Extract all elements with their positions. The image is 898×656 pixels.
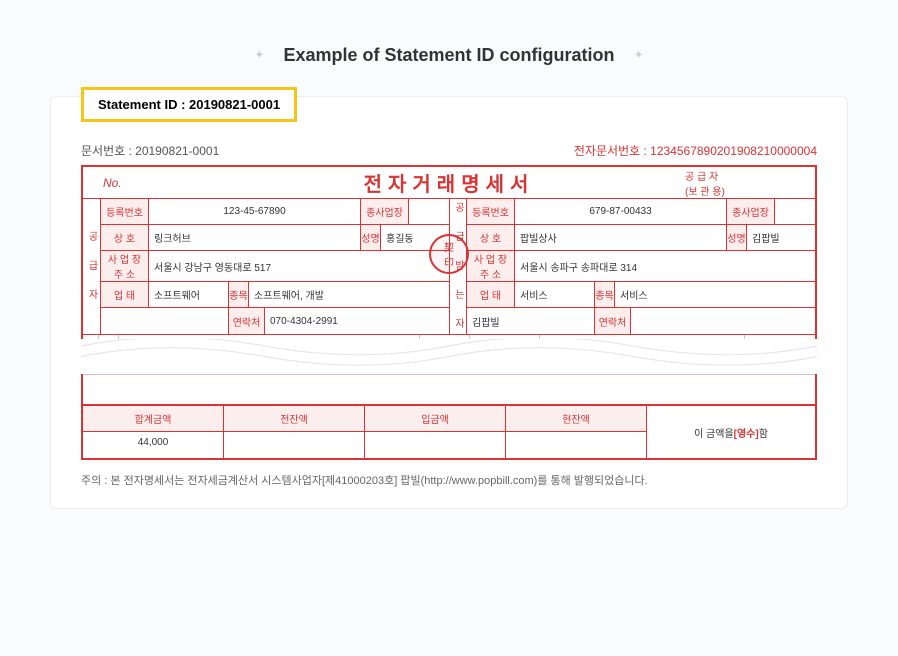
receiver-contact-name: 김팝빌 (467, 308, 595, 334)
supplier-workplace (409, 199, 449, 224)
receipt-note: 이 금액을 [영수]함 (647, 406, 815, 458)
supplier-addr: 서울시 강남구 영동대로 517 (149, 251, 449, 281)
label-regno: 등록번호 (467, 199, 515, 224)
label-category: 종목 (595, 282, 615, 307)
receiver-workplace (775, 199, 815, 224)
receiver-regno: 679-87-00433 (515, 199, 727, 224)
blank-row (83, 375, 815, 405)
doc-number: 문서번호 : 20190821-0001 (81, 142, 219, 159)
label-category: 종목 (229, 282, 249, 307)
supplier-contact: 070-4304-2991 (265, 308, 449, 334)
company-seal-icon: 契印 (429, 234, 469, 274)
party-section: 공 급 자 등록번호 123-45-67890 종사업장 상 호 링크허브 성명… (83, 199, 815, 334)
label-contact: 연락처 (595, 308, 631, 334)
doc-id-row: 문서번호 : 20190821-0001 전자문서번호 : 1234567890… (81, 142, 817, 159)
balance-label: 전잔액 (224, 406, 364, 432)
deposit-label: 입금액 (365, 406, 505, 432)
supplier-company: 링크허브 (149, 225, 361, 250)
receiver-contact (631, 308, 815, 334)
receiver-addr: 서울시 송파구 송파대로 314 (515, 251, 815, 281)
sum-value: 44,000 (83, 432, 223, 454)
label-company: 상 호 (101, 225, 149, 250)
supplier-category: 소프트웨어, 개발 (249, 282, 449, 307)
label-biztype: 업 태 (467, 282, 515, 307)
supplier-sidebar: 공 급 자 (83, 199, 101, 334)
label-biztype: 업 태 (101, 282, 149, 307)
supplier-biztype: 소프트웨어 (149, 282, 229, 307)
receiver-ceo: 김팝빌 (747, 225, 815, 250)
document-container: Statement ID : 20190821-0001 문서번호 : 2019… (50, 96, 848, 509)
statement-document: No. 전자거래명세서 공 급 자(보 관 용) 공 급 자 등록번호 123-… (81, 165, 817, 460)
label-workplace: 종사업장 (361, 199, 409, 224)
totals-row: 합계금액 44,000 전잔액 입금액 현잔액 이 금액을 [영수]함 (83, 405, 815, 458)
line-items: 8 21 품목1 1 10,000 1,000 8 21 품목2 1 10,00… (83, 334, 815, 405)
receiver-category: 서비스 (615, 282, 815, 307)
receiver-block: 등록번호 679-87-00433 종사업장 상 호 팝빌상사 성명 김팝빌 사… (467, 199, 815, 334)
page-title: Example of Statement ID configuration (0, 45, 898, 66)
sum-label: 합계금액 (83, 406, 223, 432)
recipient-note: 공 급 자(보 관 용) (675, 167, 815, 198)
supplier-regno: 123-45-67890 (149, 199, 361, 224)
edoc-number: 전자문서번호 : 1234567890201908210000004 (574, 142, 817, 159)
label-contact: 연락처 (229, 308, 265, 334)
label-ceo: 성명 (361, 225, 381, 250)
current-label: 현잔액 (506, 406, 646, 432)
no-label: No. (83, 167, 223, 198)
table-row: 8 21 품목1 1 10,000 1,000 (83, 335, 815, 355)
statement-id-badge: Statement ID : 20190821-0001 (81, 87, 297, 122)
footnote: 주의 : 본 전자명세서는 전자세금계산서 시스템사업자[제41000203호]… (81, 472, 817, 488)
doc-title: 전자거래명세서 (223, 167, 675, 198)
label-company: 상 호 (467, 225, 515, 250)
receiver-biztype: 서비스 (515, 282, 595, 307)
label-addr: 사 업 장주 소 (101, 251, 149, 281)
label-regno: 등록번호 (101, 199, 149, 224)
label-addr: 사 업 장주 소 (467, 251, 515, 281)
label-workplace: 종사업장 (727, 199, 775, 224)
table-row: 8 21 품목2 1 10,000 1,000 (83, 355, 815, 375)
supplier-block: 등록번호 123-45-67890 종사업장 상 호 링크허브 성명 홍길동 사… (101, 199, 449, 334)
label-ceo: 성명 (727, 225, 747, 250)
receiver-company: 팝빌상사 (515, 225, 727, 250)
